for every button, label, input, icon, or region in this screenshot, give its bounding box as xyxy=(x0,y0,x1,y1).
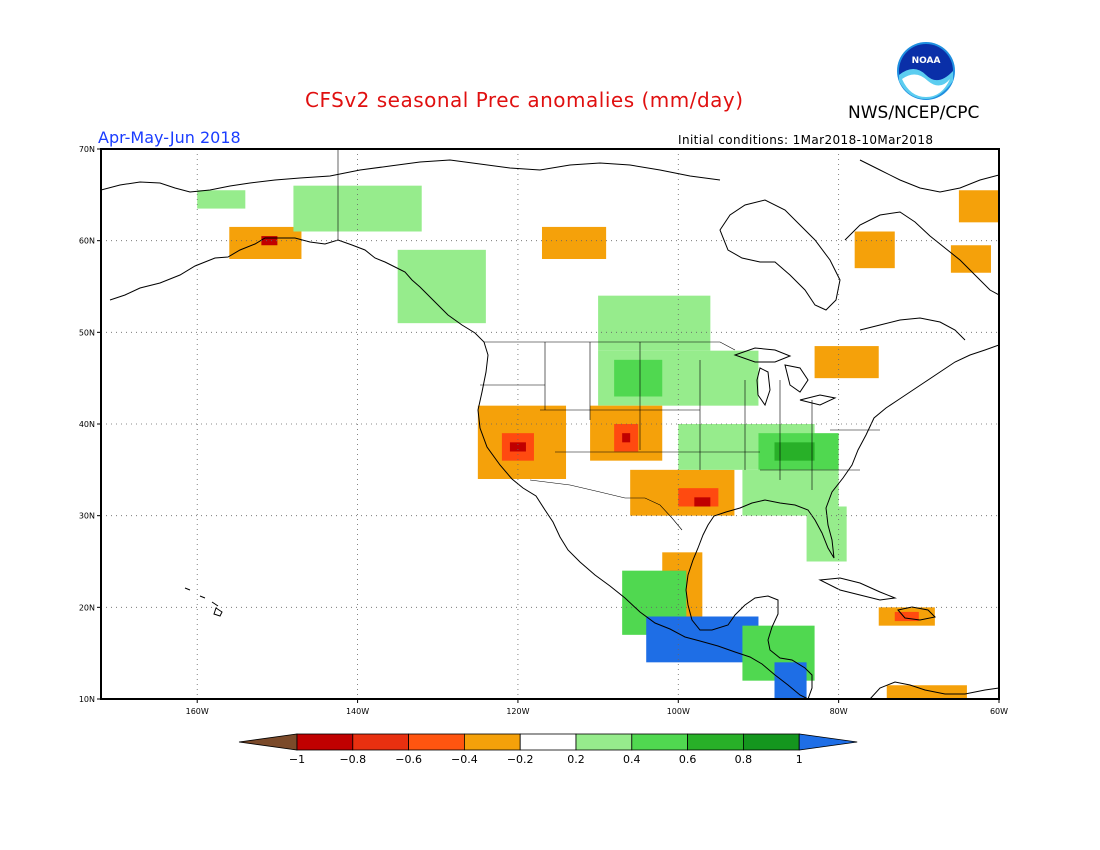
border-us-states-1 xyxy=(480,342,760,470)
border-us-states-2 xyxy=(760,380,880,490)
lat-tick-label: 60N xyxy=(79,237,95,246)
colorbar-label: −1 xyxy=(289,753,305,766)
coastlines xyxy=(101,159,999,699)
coastline-hudson-bay xyxy=(719,199,841,311)
graticule xyxy=(101,149,999,699)
lon-tick-label: 100W xyxy=(667,707,690,716)
colorbar-segment xyxy=(631,733,688,751)
lat-tick-label: 20N xyxy=(79,603,95,612)
lon-tick-label: 140W xyxy=(346,707,369,716)
lake-erie xyxy=(799,394,837,406)
colorbar-label: 0.2 xyxy=(567,753,585,766)
colorbar-segment xyxy=(296,733,354,751)
map-axes: 70N 60N 50N 40N 30N 20N 10N 160W 140W 120W 100W 80W… xyxy=(79,145,1008,716)
coastline-east-canada xyxy=(859,317,966,341)
colorbar-label: −0.6 xyxy=(395,753,422,766)
anomaly-greenland-orange xyxy=(958,190,999,223)
anomaly-alaska-green xyxy=(197,190,246,209)
lat-tick-label: 50N xyxy=(79,328,95,337)
lat-tick-label: 10N xyxy=(79,695,95,704)
colorbar-segment xyxy=(463,733,521,751)
anomaly-quebec-orange xyxy=(854,231,895,269)
colorbar-label: −0.4 xyxy=(451,753,478,766)
noaa-logo: NOAA xyxy=(896,41,956,101)
anomaly-ontario-orange xyxy=(814,346,879,379)
noaa-logo-text: NOAA xyxy=(912,56,941,66)
border-us-mexico xyxy=(529,479,683,531)
colorbar-low-end xyxy=(238,733,298,751)
colorbar-label: 1 xyxy=(796,753,803,766)
colorbar-label: −0.8 xyxy=(339,753,366,766)
coastline-cuba xyxy=(818,577,897,601)
anomaly-alaska-core xyxy=(261,236,278,246)
anomaly-central-america-blue xyxy=(774,662,807,699)
anomaly-mexico-south-blue xyxy=(646,616,759,663)
anomaly-hispaniola-red xyxy=(894,611,919,622)
coastline-hawaii xyxy=(184,587,223,617)
anomaly-nwt-orange xyxy=(541,226,607,259)
map-title: CFSv2 seasonal Prec anomalies (mm/day) xyxy=(305,88,744,112)
anomaly-labrador-orange xyxy=(950,245,991,273)
anomaly-texas-dark xyxy=(694,497,711,507)
colorbar-segment xyxy=(352,733,409,751)
colorbar-segment xyxy=(743,733,800,751)
colorbar-segment xyxy=(575,733,633,751)
colorbar-segment xyxy=(687,733,744,751)
coastline-arctic xyxy=(101,159,721,193)
colorbar-segment xyxy=(408,733,465,751)
lake-huron xyxy=(784,364,809,393)
coastline-gulf xyxy=(685,344,999,699)
anomaly-venezuela-orange xyxy=(886,685,967,699)
season-label: Apr-May-Jun 2018 xyxy=(98,128,241,147)
anomaly-california-dark xyxy=(509,442,526,452)
political-borders xyxy=(337,150,880,531)
anomaly-yukon-green xyxy=(293,185,422,232)
colorbar-label: −0.2 xyxy=(507,753,534,766)
colorbar-label: 0.6 xyxy=(679,753,697,766)
lon-tick-label: 80W xyxy=(830,707,848,716)
colorbar: −1 −0.8 −0.6 −0.4 −0.2 0.2 0.4 0.6 0.8 1 xyxy=(238,733,858,766)
coastline-greenland xyxy=(859,159,999,193)
lon-tick-label: 120W xyxy=(506,707,529,716)
anomaly-kentucky-midgreen xyxy=(774,442,815,461)
anomaly-field xyxy=(197,185,999,699)
colorbar-label: 0.8 xyxy=(735,753,753,766)
anomaly-prairies-green xyxy=(598,295,711,351)
coastline-west xyxy=(109,237,809,699)
lake-superior xyxy=(733,347,792,363)
anomaly-colorado-dark xyxy=(622,433,631,443)
lon-tick-label: 60W xyxy=(990,707,1008,716)
initial-conditions-label: Initial conditions: 1Mar2018-10Mar2018 xyxy=(678,133,934,147)
anomaly-bc-coast-green xyxy=(397,249,486,324)
colorbar-segment xyxy=(519,733,577,751)
agency-label: NWS/NCEP/CPC xyxy=(848,103,980,123)
colorbar-label: 0.4 xyxy=(623,753,641,766)
lat-tick-label: 30N xyxy=(79,512,95,521)
lake-michigan xyxy=(756,367,771,407)
lat-tick-label: 40N xyxy=(79,420,95,429)
anomaly-plains-midgreen xyxy=(614,359,663,397)
colorbar-high-end xyxy=(798,733,858,751)
coastline-labrador xyxy=(844,211,999,296)
lat-tick-label: 70N xyxy=(79,145,95,154)
coastline-south-america xyxy=(869,681,999,699)
lon-tick-label: 160W xyxy=(186,707,209,716)
